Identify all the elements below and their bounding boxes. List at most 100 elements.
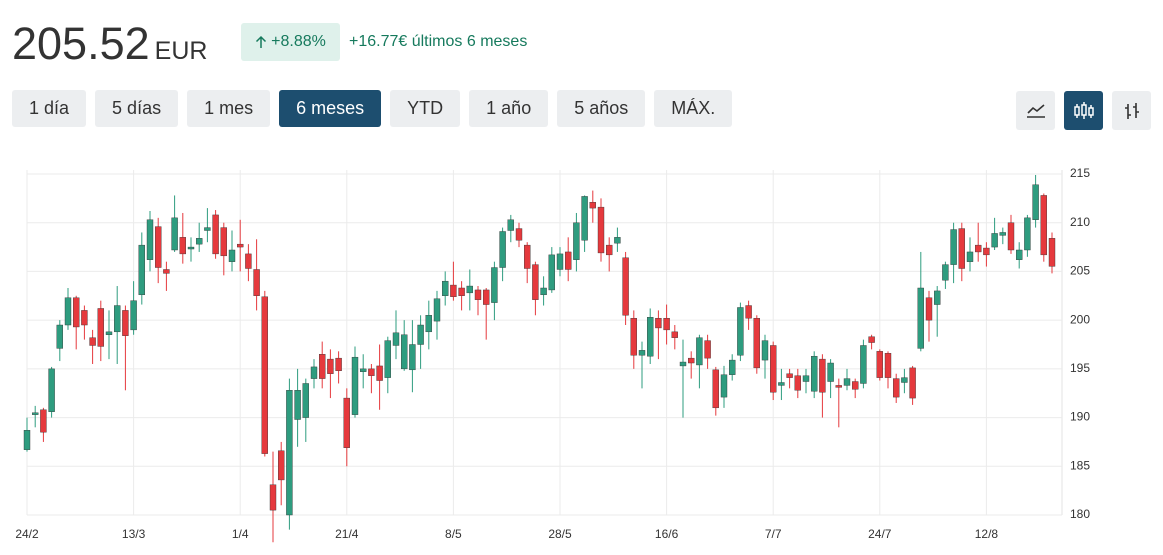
candle-body (1048, 238, 1056, 267)
candle-body (770, 345, 777, 393)
candle-body (64, 297, 72, 326)
candle-body (901, 377, 908, 383)
candle-body (843, 378, 851, 386)
y-tick-label: 180 (1070, 507, 1090, 521)
candle-body (319, 354, 326, 379)
candle-body (269, 484, 277, 511)
candle-body (343, 397, 350, 448)
candle-body (597, 206, 605, 254)
x-tick-label: 16/6 (655, 527, 679, 541)
candle-body (606, 244, 613, 256)
range-button[interactable]: 5 años (557, 90, 646, 127)
y-tick-label: 215 (1070, 166, 1090, 180)
candle-body (212, 214, 219, 255)
candle-body (163, 269, 170, 274)
candle-body (392, 332, 400, 346)
candle-chart-button[interactable] (1064, 91, 1103, 130)
candle-body (983, 247, 990, 256)
candle-body (261, 296, 268, 454)
price: 205.52 (12, 18, 150, 69)
range-button[interactable]: 6 meses (279, 90, 382, 127)
candle-body (72, 297, 80, 328)
candle-body (122, 310, 129, 336)
candle-body (40, 409, 47, 433)
candle-body (679, 361, 687, 367)
candle-body (204, 227, 211, 231)
candle-body (720, 374, 728, 398)
candle-body (696, 337, 703, 366)
candle-body (327, 358, 334, 374)
y-tick-label: 185 (1070, 458, 1090, 472)
candle-body (942, 264, 949, 281)
candle-body (138, 244, 146, 296)
line-chart-button[interactable] (1016, 91, 1055, 130)
candle-body (975, 244, 982, 253)
range-buttons: 1 día 5 días 1 mes 6 meses YTD 1 año 5 años MÁX… (12, 90, 733, 127)
candle-body (351, 356, 359, 415)
candle-body (499, 231, 506, 268)
candle-body (811, 355, 818, 392)
range-button[interactable]: MÁX. (654, 90, 733, 127)
candle-body (925, 297, 933, 321)
candle-body (105, 331, 113, 335)
candle-body (934, 290, 941, 305)
candle-body (1007, 222, 1015, 251)
candle-body (130, 300, 137, 331)
candle-body (581, 196, 588, 241)
candle-body (794, 375, 801, 391)
candle-body (433, 298, 441, 322)
candle-body (1016, 249, 1023, 260)
candle-body (958, 228, 965, 269)
candle-body (409, 344, 416, 371)
y-tick-label: 210 (1070, 215, 1090, 229)
candle-body (991, 233, 998, 248)
candle-body (56, 324, 63, 349)
candle-body (171, 217, 178, 251)
candle-body (688, 357, 695, 364)
candle-body (450, 284, 457, 297)
range-button[interactable]: 1 año (469, 90, 549, 127)
x-tick-label: 24/2 (15, 527, 39, 541)
candle-body (950, 229, 957, 265)
candle-body (187, 246, 195, 250)
candle-body (663, 317, 670, 331)
candle-body (589, 202, 596, 209)
candle-body (1024, 217, 1031, 251)
candle-body (548, 254, 555, 291)
change-pct: +8.88% (271, 33, 326, 50)
x-tick-label: 1/4 (232, 527, 249, 541)
candle-body (97, 308, 105, 347)
range-button[interactable]: 5 días (95, 90, 179, 127)
candle-body (852, 381, 859, 390)
candle-body (917, 287, 924, 349)
candle-body (376, 365, 383, 381)
candle-body (442, 280, 449, 296)
candle-body (712, 369, 719, 409)
candle-body (483, 289, 490, 305)
candle-body (999, 232, 1006, 236)
candle-body (360, 368, 367, 372)
candle-body (368, 368, 375, 376)
candle-body (565, 251, 572, 270)
candle-body (220, 227, 228, 257)
x-tick-label: 12/8 (975, 527, 999, 541)
ohlc-chart-button[interactable] (1112, 91, 1151, 130)
candle-body (647, 317, 654, 357)
candle-body (474, 289, 482, 300)
candle-body (729, 359, 736, 375)
range-button[interactable]: 1 mes (187, 90, 271, 127)
candle-body (753, 317, 760, 369)
candle-body (32, 412, 39, 415)
candle-body (48, 368, 55, 412)
candle-body (294, 390, 301, 420)
candle-body (515, 228, 523, 241)
candle-body (638, 350, 646, 356)
range-button[interactable]: YTD (390, 90, 461, 127)
candle-body (310, 366, 318, 379)
candle-body (154, 226, 162, 268)
candle-body (81, 310, 88, 326)
range-button[interactable]: 1 día (12, 90, 87, 127)
x-tick-label: 8/5 (445, 527, 462, 541)
price-header: 205.52 EUR (12, 18, 207, 70)
